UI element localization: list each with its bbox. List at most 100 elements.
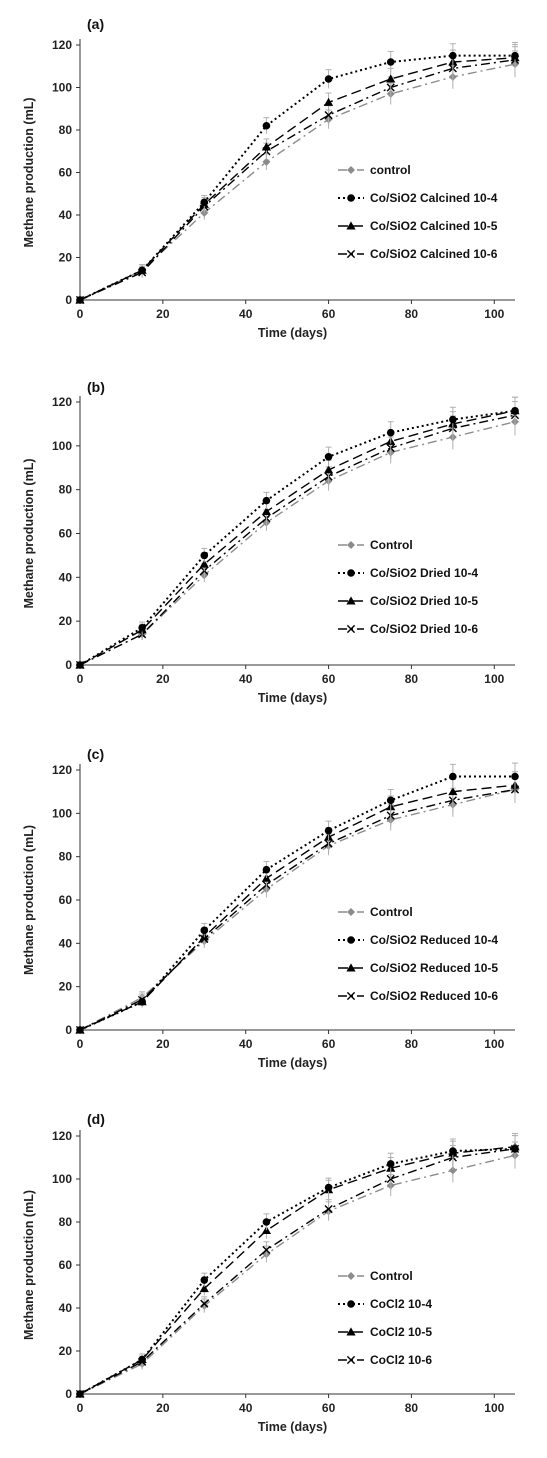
data-point — [324, 75, 333, 83]
y-tick-label: 100 — [52, 81, 72, 95]
legend-swatch-marker — [347, 1300, 355, 1308]
data-point — [448, 787, 458, 796]
data-point — [323, 465, 334, 474]
y-tick-label: 40 — [59, 208, 73, 222]
legend-item: CoCl2 10-6 — [338, 1353, 432, 1367]
y-tick-label: 40 — [59, 936, 73, 950]
chart-panel-3: (c) 0 20 40 60 80 100 120 0 20 40 60 80 100 Time (days… — [22, 746, 520, 1070]
legend-item: Co/SiO2 Dried 10-5 — [338, 594, 478, 608]
y-tick-label: 60 — [59, 1258, 73, 1272]
data-point — [262, 1218, 271, 1226]
legend-item: Co/SiO2 Calcined 10-5 — [338, 219, 498, 233]
chart-panel-2: (b) 0 20 40 60 80 100 120 0 20 40 60 80 100 Time (days… — [22, 379, 520, 705]
y-tick-label: 80 — [59, 123, 73, 137]
data-point — [324, 111, 333, 120]
legend-label: CoCl2 10-6 — [370, 1353, 432, 1367]
legend-item: Control — [338, 538, 413, 552]
series-line — [79, 1148, 516, 1395]
x-tick-label: 60 — [322, 1037, 336, 1051]
data-point — [76, 1390, 84, 1398]
data-point — [262, 496, 271, 505]
legend-item: Co/SiO2 Reduced 10-5 — [338, 961, 498, 975]
series-line — [79, 410, 516, 666]
legend-swatch-marker — [346, 249, 356, 259]
panel-label: (d) — [87, 1111, 105, 1127]
series-line — [79, 775, 515, 1031]
x-tick-label: 80 — [405, 307, 419, 321]
data-point — [386, 74, 396, 83]
x-tick-label: 0 — [77, 307, 84, 321]
data-point — [261, 506, 272, 516]
data-point — [511, 1145, 519, 1153]
y-tick-label: 60 — [59, 527, 73, 541]
series-line — [79, 784, 516, 1031]
legend-swatch-marker — [346, 1327, 356, 1336]
data-point — [200, 198, 209, 207]
chart-panel-1: (a) 0 20 40 60 80 100 120 0 20 40 60 80 100 Time (days… — [22, 16, 520, 340]
y-axis-title: Methane production (mL) — [22, 1190, 36, 1340]
legend-label: Co/SiO2 Dried 10-4 — [370, 566, 478, 580]
x-tick-label: 40 — [239, 1037, 253, 1051]
legend-label: Co/SiO2 Calcined 10-5 — [370, 219, 498, 233]
data-point — [261, 142, 272, 151]
legend-label: Co/SiO2 Calcined 10-4 — [370, 191, 498, 205]
y-tick-label: 0 — [65, 1387, 72, 1401]
panel-label: (c) — [87, 746, 104, 762]
legend-item: control — [338, 163, 411, 177]
x-tick-label: 80 — [405, 672, 419, 686]
data-point — [199, 559, 209, 568]
data-point — [449, 415, 457, 424]
legend-label: Control — [370, 1269, 413, 1283]
y-tick-label: 80 — [59, 1215, 73, 1229]
legend-swatch-marker — [347, 194, 355, 202]
data-point — [386, 796, 395, 805]
x-tick-label: 40 — [239, 672, 253, 686]
data-point — [511, 772, 519, 781]
y-axis-title: Methane production (mL) — [22, 459, 36, 609]
legend-item: Co/SiO2 Calcined 10-6 — [338, 247, 498, 261]
y-tick-label: 120 — [52, 395, 72, 409]
y-tick-label: 0 — [65, 658, 72, 672]
legend-label: Co/SiO2 Dried 10-6 — [370, 622, 478, 636]
y-tick-label: 120 — [52, 763, 72, 777]
data-point — [449, 51, 457, 60]
legend-label: Control — [370, 905, 413, 919]
series-line — [79, 59, 516, 301]
y-tick-label: 40 — [59, 1301, 73, 1315]
data-point — [76, 296, 84, 304]
chart-panel-4: (d) 0 20 40 60 80 100 120 0 20 40 60 80 100 Time (days… — [22, 1111, 520, 1434]
y-tick-label: 20 — [59, 980, 73, 994]
data-point — [138, 998, 146, 1006]
panel-label: (a) — [87, 16, 104, 32]
legend-label: control — [370, 163, 411, 177]
y-tick-label: 40 — [59, 570, 73, 584]
legend-item: Co/SiO2 Reduced 10-6 — [338, 989, 498, 1003]
legend-swatch-marker — [346, 1355, 356, 1365]
legend-swatch-marker — [346, 991, 356, 1001]
legend-label: Co/SiO2 Calcined 10-6 — [370, 247, 498, 261]
y-tick-label: 100 — [52, 439, 72, 453]
y-tick-label: 0 — [65, 293, 72, 307]
legend-swatch-marker — [347, 1272, 355, 1280]
legend-swatch-marker — [346, 963, 356, 972]
legend-swatch-marker — [346, 221, 356, 230]
data-point — [262, 121, 271, 130]
x-tick-label: 60 — [322, 1401, 336, 1415]
series-line — [79, 1146, 516, 1395]
data-point — [262, 1245, 271, 1255]
legend-swatch-marker — [346, 596, 356, 605]
data-point — [324, 1183, 333, 1192]
legend-swatch-marker — [347, 166, 355, 174]
x-tick-label: 100 — [484, 672, 504, 686]
x-tick-label: 60 — [322, 307, 336, 321]
series-line — [79, 57, 516, 301]
data-point — [511, 51, 519, 60]
legend: Control Co/SiO2 Reduced 10-4 Co/SiO2 Reduc… — [338, 905, 498, 1003]
data-point — [199, 1284, 209, 1293]
data-point — [324, 1205, 333, 1214]
legend-item: CoCl2 10-5 — [338, 1325, 432, 1339]
data-point — [262, 157, 271, 166]
y-tick-label: 60 — [59, 893, 73, 907]
